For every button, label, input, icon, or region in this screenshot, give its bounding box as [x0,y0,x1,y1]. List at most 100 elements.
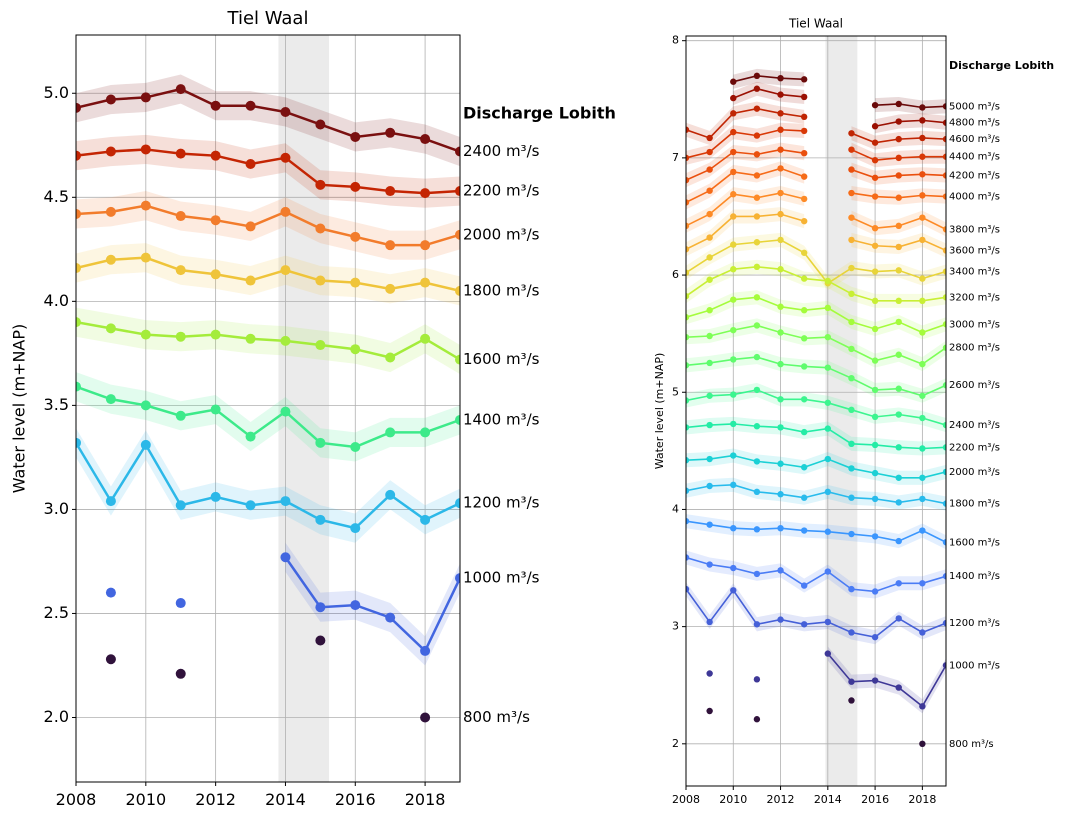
data-point [105,206,116,217]
data-point [895,615,902,622]
data-point [895,118,902,125]
data-point [280,335,291,346]
data-point [919,445,926,452]
data-point [848,530,855,538]
data-point [420,134,431,145]
x-tick-label: 2012 [767,793,795,806]
data-point [871,174,879,181]
series-line [874,119,946,128]
data-point [871,469,879,477]
data-point [895,684,902,691]
series-label: 3200 m³/s [949,292,1000,303]
data-point [800,621,808,628]
data-point [105,496,116,507]
data-point [730,128,737,136]
y-tick-label: 3 [672,620,679,633]
x-tick-label: 2014 [265,790,306,809]
x-tick-label: 2016 [335,790,376,809]
series-label: 4000 m³/s [949,192,1000,203]
series-label: 1400 m³/s [463,410,540,428]
data-point [942,294,946,301]
data-point [315,223,326,234]
data-point [385,427,396,438]
data-point [919,527,926,534]
data-point [942,444,946,451]
data-point [800,275,808,282]
series-label: 2800 m³/s [949,343,1000,354]
data-point [777,396,784,403]
data-point [350,523,361,534]
data-point [800,149,808,157]
data-point [895,297,902,305]
data-point [420,712,431,723]
data-point [105,146,116,157]
data-point [730,78,737,85]
data-point [824,488,832,496]
data-point [753,716,761,723]
data-point [871,224,879,232]
data-point [210,150,221,161]
data-point [871,101,879,109]
data-point [350,277,361,288]
data-point [895,474,902,481]
data-point [175,84,186,95]
series-line [76,204,460,247]
data-point [848,130,855,137]
data-point [777,210,784,218]
series-line [76,385,460,449]
data-point [280,552,291,563]
data-point [942,153,946,160]
data-point [420,277,431,288]
data-point [942,382,946,389]
data-point [895,580,902,587]
uncertainty-band [686,186,805,233]
data-point [420,333,431,344]
data-point [350,131,361,142]
data-point [919,629,926,636]
y-tick-label: 8 [672,34,679,47]
x-tick-label: 2008 [672,793,700,806]
data-point [871,268,879,275]
data-point [895,267,902,274]
data-point [919,474,926,481]
data-point [730,481,737,489]
data-point [777,189,784,197]
legend-title: Discharge Lobith [949,59,1054,72]
data-point [848,345,855,353]
data-point [777,236,784,244]
data-point [848,189,855,197]
data-point [871,139,879,146]
data-point [895,135,902,143]
series-label: 1400 m³/s [949,571,1000,582]
series-line [733,75,805,83]
chart-title: Tiel Waal [788,17,843,31]
data-point [942,268,946,275]
data-point [686,292,690,300]
x-tick-label: 2018 [908,793,936,806]
data-point [706,561,713,568]
data-point [280,152,291,163]
x-tick-label: 2012 [195,790,236,809]
data-point [942,344,946,351]
y-tick-label: 3.5 [44,395,69,414]
data-point [105,254,116,265]
data-point [686,176,690,184]
data-point [686,126,690,133]
series-label: 1200 m³/s [949,618,1000,629]
data-point [848,697,855,704]
data-point [753,132,761,139]
data-point [753,570,761,578]
series-label: 4800 m³/s [949,118,1000,129]
data-point [753,488,761,496]
series-line [686,588,946,639]
x-tick-label: 2008 [56,790,97,809]
data-point [871,297,879,305]
data-point [730,213,737,220]
data-point [848,585,855,593]
plot-frame [685,35,947,787]
data-point [942,247,946,254]
data-point [706,455,713,463]
data-point [315,275,326,286]
data-point [848,374,855,382]
data-point [919,192,926,199]
